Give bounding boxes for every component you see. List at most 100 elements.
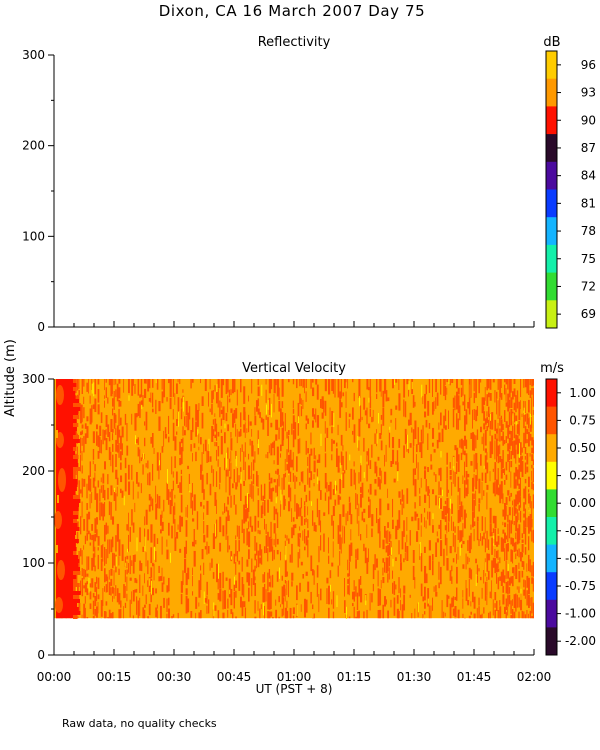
velocity-orange-streak bbox=[345, 513, 347, 526]
velocity-orange-streak bbox=[518, 483, 521, 490]
velocity-orange-streak bbox=[302, 530, 304, 541]
velocity-orange-streak bbox=[219, 467, 221, 483]
velocity-orange-streak bbox=[120, 488, 122, 494]
velocity-orange-streak bbox=[427, 400, 430, 416]
velocity-orange-streak bbox=[86, 483, 88, 499]
velocity-orange-streak bbox=[481, 481, 483, 500]
velocity-yellow-streak bbox=[159, 460, 160, 465]
velocity-orange-streak bbox=[112, 398, 114, 407]
velocity-orange-streak bbox=[318, 480, 321, 491]
velocity-orange-streak bbox=[262, 574, 264, 583]
velocity-orange-streak bbox=[216, 499, 217, 514]
velocity-orange-streak bbox=[456, 566, 458, 584]
velocity-orange-streak bbox=[462, 564, 465, 569]
velocity-orange-streak bbox=[305, 440, 307, 455]
velocity-orange-streak bbox=[371, 514, 374, 527]
velocity-orange-streak bbox=[499, 397, 501, 417]
reflectivity-colorbar-swatch bbox=[546, 217, 557, 246]
velocity-orange-streak bbox=[259, 412, 261, 419]
velocity-orange-streak bbox=[488, 570, 490, 580]
velocity-orange-streak bbox=[448, 410, 449, 429]
velocity-orange-streak bbox=[505, 598, 508, 610]
velocity-orange-streak bbox=[307, 468, 309, 485]
velocity-orange-streak bbox=[305, 494, 308, 503]
velocity-orange-streak bbox=[456, 553, 457, 564]
velocity-orange-streak bbox=[99, 489, 101, 502]
velocity-orange-streak bbox=[440, 498, 442, 509]
velocity-orange-streak bbox=[382, 567, 384, 576]
velocity-orange-streak bbox=[348, 544, 351, 562]
velocity-orange-streak bbox=[81, 450, 83, 461]
velocity-orange-streak bbox=[457, 609, 460, 619]
velocity-orange-streak bbox=[475, 453, 478, 470]
velocity-orange-streak bbox=[174, 393, 176, 405]
velocity-orange-streak bbox=[339, 478, 342, 494]
velocity-orange-streak bbox=[515, 415, 518, 421]
velocity-orange-streak bbox=[516, 424, 519, 434]
velocity-orange-streak bbox=[299, 582, 301, 592]
velocity-orange-streak bbox=[342, 504, 345, 517]
velocity-orange-streak bbox=[508, 495, 511, 502]
velocity-orange-streak bbox=[475, 558, 477, 564]
velocity-orange-streak bbox=[528, 432, 530, 447]
velocity-orange-streak bbox=[139, 527, 141, 543]
velocity-orange-streak bbox=[120, 451, 122, 461]
velocity-orange-streak bbox=[497, 379, 499, 390]
velocity-orange-streak bbox=[524, 426, 527, 444]
velocity-orange-streak bbox=[531, 530, 533, 542]
velocity-orange-streak bbox=[531, 464, 533, 469]
velocity-orange-streak bbox=[512, 424, 513, 441]
velocity-orange-streak bbox=[227, 535, 229, 553]
velocity-orange-streak bbox=[137, 403, 140, 417]
velocity-orange-streak bbox=[108, 379, 111, 386]
velocity-orange-streak bbox=[232, 379, 234, 394]
velocity-orange-streak bbox=[440, 566, 442, 585]
velocity-orange-streak bbox=[528, 577, 530, 595]
velocity-red-edge bbox=[73, 423, 79, 427]
velocity-orange-streak bbox=[252, 459, 255, 471]
velocity-orange-streak bbox=[100, 600, 103, 617]
velocity-orange-streak bbox=[140, 483, 142, 494]
velocity-orange-streak bbox=[78, 379, 80, 390]
velocity-orange-streak bbox=[110, 451, 112, 467]
velocity-orange-streak bbox=[132, 590, 135, 602]
velocity-orange-streak bbox=[419, 487, 421, 494]
velocity-orange-streak bbox=[292, 415, 295, 430]
velocity-orange-streak bbox=[387, 545, 390, 557]
velocity-orange-streak bbox=[326, 577, 329, 584]
velocity-orange-streak bbox=[516, 435, 519, 455]
velocity-orange-streak bbox=[491, 532, 493, 536]
velocity-orange-streak bbox=[284, 580, 286, 584]
velocity-orange-streak bbox=[320, 588, 322, 601]
velocity-orange-streak bbox=[515, 553, 517, 560]
velocity-orange-streak bbox=[307, 581, 310, 592]
velocity-orange-streak bbox=[80, 489, 82, 494]
velocity-orange-streak bbox=[462, 590, 464, 598]
velocity-orange-streak bbox=[147, 560, 149, 575]
velocity-orange-streak bbox=[496, 541, 499, 547]
velocity-orange-streak bbox=[217, 578, 219, 590]
velocity-orange-streak bbox=[470, 611, 472, 615]
velocity-orange-streak bbox=[252, 569, 255, 585]
velocity-orange-streak bbox=[472, 432, 475, 451]
velocity-orange-streak bbox=[347, 573, 350, 577]
velocity-y-tick-label: 300 bbox=[22, 372, 45, 386]
velocity-yellow-streak bbox=[203, 591, 205, 604]
velocity-orange-streak bbox=[244, 509, 247, 522]
velocity-orange-streak bbox=[158, 416, 161, 431]
velocity-orange-streak bbox=[452, 521, 455, 532]
velocity-orange-streak bbox=[174, 494, 176, 499]
velocity-orange-streak bbox=[200, 565, 202, 571]
velocity-orange-streak bbox=[104, 461, 106, 470]
velocity-orange-streak bbox=[267, 499, 269, 513]
velocity-orange-streak bbox=[198, 612, 201, 619]
velocity-orange-streak bbox=[384, 471, 387, 485]
velocity-orange-streak bbox=[398, 577, 400, 594]
velocity-orange-streak bbox=[518, 540, 520, 544]
velocity-orange-streak bbox=[499, 606, 502, 619]
velocity-orange-streak bbox=[489, 611, 491, 619]
velocity-orange-streak bbox=[430, 464, 433, 470]
velocity-yellow-streak bbox=[263, 602, 264, 616]
velocity-orange-streak bbox=[531, 518, 533, 528]
velocity-orange-streak bbox=[267, 417, 269, 436]
